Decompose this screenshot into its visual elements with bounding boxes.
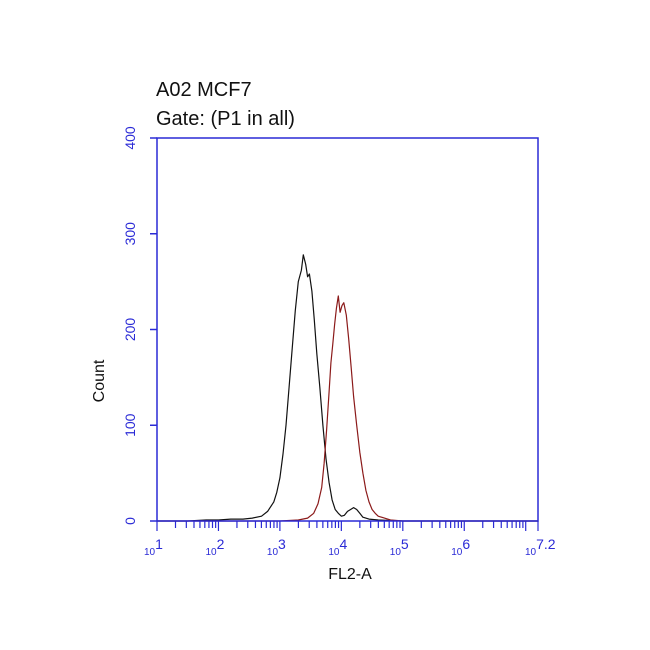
x-axis-label: FL2-A (328, 566, 372, 583)
x-tick-label: 107.2 (525, 536, 556, 558)
x-tick-exponent: 2 (217, 536, 225, 552)
plot-frame (156, 137, 539, 522)
y-tick-label: 0 (122, 517, 138, 525)
x-tick-base: 10 (144, 547, 156, 558)
chart-subtitle: Gate: (P1 in all) (156, 108, 295, 130)
histogram-series-1 (157, 254, 538, 522)
x-tick-base: 10 (525, 547, 537, 558)
series-layer (157, 254, 538, 522)
x-tick-base: 10 (390, 547, 402, 558)
x-tick-exponent: 5 (401, 536, 409, 552)
x-tick-exponent: 3 (278, 536, 286, 552)
y-tick-label: 400 (122, 126, 138, 150)
x-tick-exponent: 1 (155, 536, 163, 552)
y-tick-label: 100 (122, 413, 138, 437)
x-tick-label: 101 (144, 536, 163, 558)
x-tick-label: 104 (328, 536, 347, 558)
x-tick-label: 105 (390, 536, 409, 558)
x-tick-base: 10 (451, 547, 463, 558)
y-tick-label: 300 (122, 222, 138, 246)
x-tick-exponent: 7.2 (536, 536, 556, 552)
x-tick-exponent: 4 (339, 536, 347, 552)
x-tick-label: 102 (205, 536, 224, 558)
x-tick-base: 10 (267, 547, 279, 558)
x-tick-label: 103 (267, 536, 286, 558)
y-tick-label: 200 (122, 318, 138, 342)
x-tick-exponent: 6 (462, 536, 470, 552)
x-tick-base: 10 (328, 547, 340, 558)
x-tick-label: 106 (451, 536, 470, 558)
chart-title: A02 MCF7 (156, 79, 252, 101)
x-tick-base: 10 (205, 547, 217, 558)
histogram-series-2 (157, 295, 538, 522)
